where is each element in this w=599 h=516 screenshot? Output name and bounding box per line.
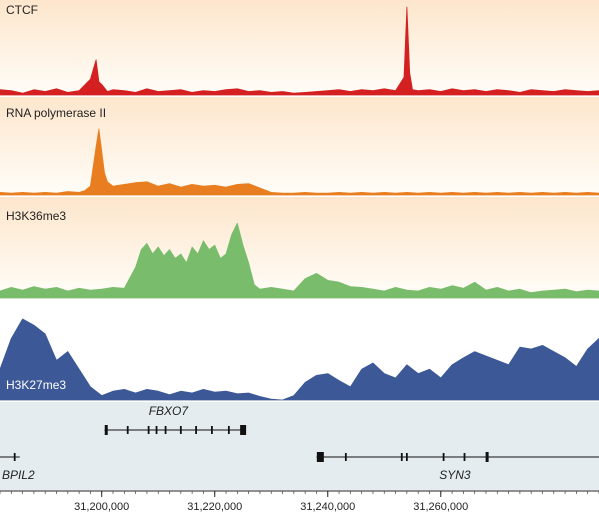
exon-fbxo7 xyxy=(179,426,182,434)
track-labels: CTCF RNA polymerase II H3K36me3 H3K27me3 xyxy=(6,3,106,392)
exon-fbxo7 xyxy=(211,426,213,434)
signal-area-h3k27me3 xyxy=(0,318,599,401)
exon-syn3 xyxy=(442,453,445,461)
x-axis: 31,200,000 31,220,000 31,240,000 31,260,000 xyxy=(0,490,599,513)
signal-tracks xyxy=(0,6,599,401)
gene-track-bg xyxy=(0,402,599,490)
exon-fbxo7 xyxy=(104,425,108,435)
x-tick-label: 31,240,000 xyxy=(300,501,355,513)
exon-fbxo7 xyxy=(155,426,158,434)
panel-bg-ctcf xyxy=(0,0,599,95)
exon-syn3 xyxy=(316,452,324,462)
exon-syn3 xyxy=(400,453,403,461)
exon-fbxo7 xyxy=(195,426,197,434)
exon-syn3 xyxy=(463,453,466,461)
x-tick-label: 31,260,000 xyxy=(413,501,468,513)
exon-syn3 xyxy=(344,453,347,461)
signal-area-rna-polymerase-ii xyxy=(0,128,599,196)
exon-fbxo7 xyxy=(147,426,150,434)
exon-fbxo7 xyxy=(240,425,247,435)
gene-label-bpil2: BPIL2 xyxy=(2,468,35,482)
signal-area-h3k36me3 xyxy=(0,222,599,299)
track-panels xyxy=(0,0,599,298)
exon-syn3 xyxy=(405,453,408,461)
track-label-h3k27me3: H3K27me3 xyxy=(6,378,66,392)
x-tick-label: 31,200,000 xyxy=(74,501,129,513)
gene-label-fbxo7: FBXO7 xyxy=(149,404,190,418)
exon-fbxo7 xyxy=(227,426,230,434)
gene-annotation-track: FBXO7 SYN3 BPIL2 xyxy=(0,402,599,490)
exon-bpil2 xyxy=(13,453,16,461)
exon-fbxo7 xyxy=(126,426,129,434)
track-label-h3k36me3: H3K36me3 xyxy=(6,209,66,223)
exon-syn3 xyxy=(485,452,489,462)
track-label-ctcf: CTCF xyxy=(6,3,38,17)
panel-bg-h3k36me3 xyxy=(0,197,599,298)
exon-fbxo7 xyxy=(164,426,167,434)
x-tick-label: 31,220,000 xyxy=(187,501,242,513)
signal-area-ctcf xyxy=(0,6,599,96)
gene-label-syn3: SYN3 xyxy=(439,468,471,482)
track-label-rna-polymerase-ii: RNA polymerase II xyxy=(6,106,106,120)
